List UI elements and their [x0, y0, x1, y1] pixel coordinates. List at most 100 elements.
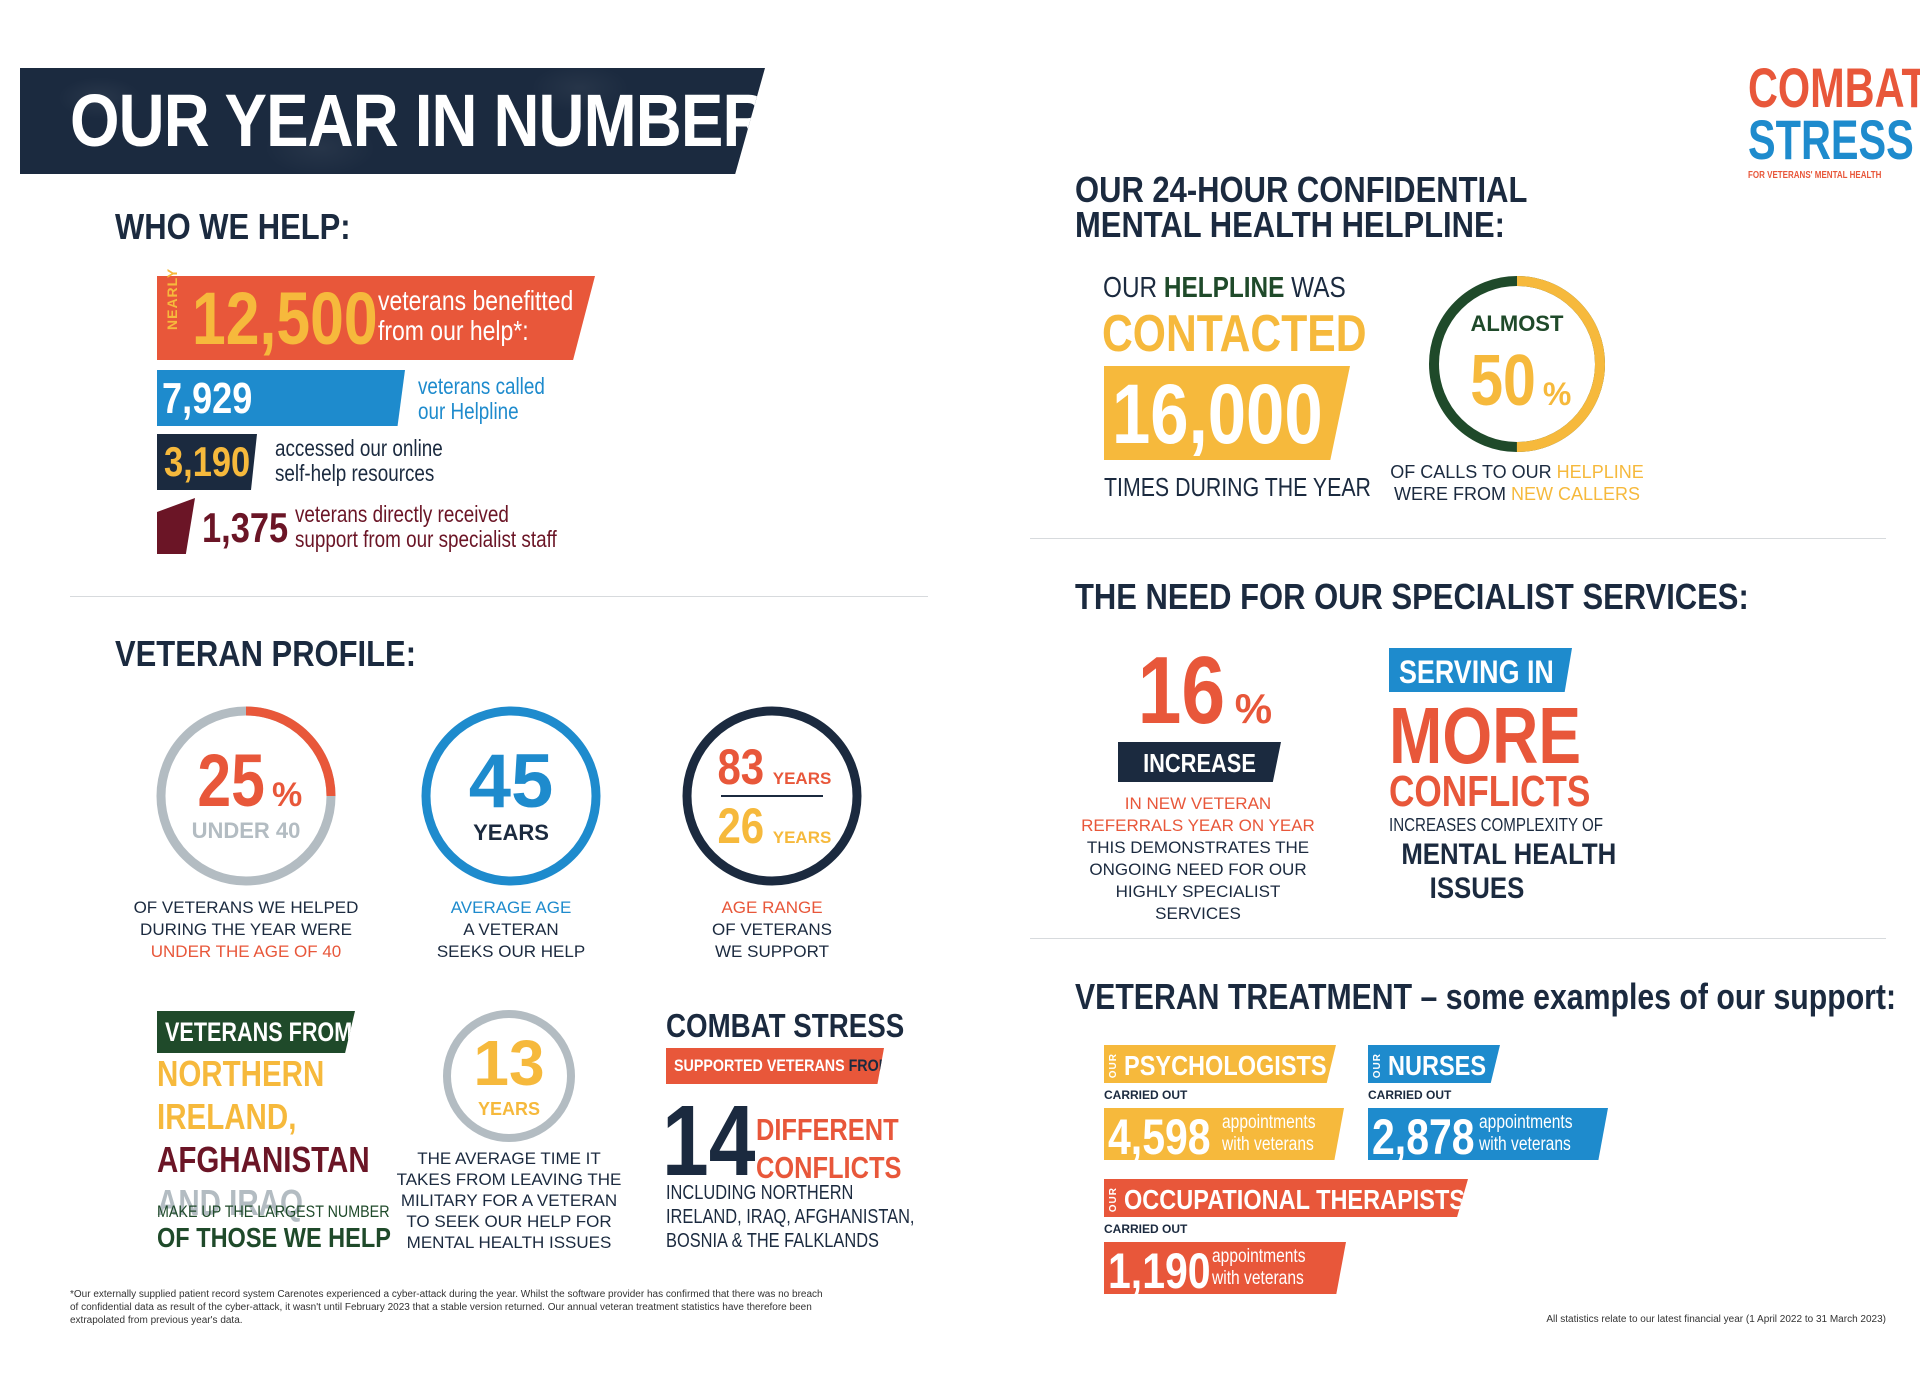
nurse-label: NURSES — [1388, 1050, 1487, 1081]
average-age-caption-3: SEEKS OUR HELP — [436, 942, 586, 961]
total-bar — [157, 276, 595, 360]
ot-our: OUR — [1108, 1187, 1119, 1213]
nurse-block: 2,878 appointments with veterans — [1368, 1108, 1608, 1160]
need-cap-1: IN NEW VETERAN — [1124, 794, 1272, 813]
helpline-heading-1: OUR 24-HOUR CONFIDENTIAL — [1075, 169, 1528, 210]
helpline-heading: OUR 24-HOUR CONFIDENTIAL MENTAL HEALTH H… — [1075, 169, 1601, 243]
need-pct-number: 16 — [1137, 637, 1226, 744]
called-bar — [157, 370, 405, 426]
age-range-caption-2: OF VETERANS — [712, 920, 832, 939]
more-conflicts: CONFLICTS — [1389, 767, 1591, 816]
nurse-carried: CARRIED OUT — [1368, 1088, 1452, 1102]
veterans-from-list: NORTHERN IRELAND, AFGHANISTAN AND IRAQ — [157, 1056, 416, 1228]
cs-tag: SUPPORTED VETERANS FROM — [666, 1048, 884, 1084]
under40-label: UNDER 40 — [191, 818, 301, 843]
total-text-line2: from our help*: — [378, 315, 529, 346]
under40-sign: % — [272, 776, 303, 814]
psych-block: 4,598 appointments with veterans — [1104, 1108, 1344, 1160]
psych-label: PSYCHOLOGISTS — [1124, 1050, 1327, 1081]
psych-appt-1: appointments — [1222, 1112, 1316, 1133]
increase-text: INCREASE — [1143, 748, 1256, 778]
calls-1b: HELPLINE — [1556, 462, 1644, 482]
footnote-line1: *Our externally supplied patient record … — [70, 1289, 823, 1300]
treatment-heading-bold: VETERAN TREATMENT — [1075, 976, 1413, 1017]
treatment-heading: VETERAN TREATMENT – some examples of our… — [1075, 976, 1896, 1018]
average-age-ring — [421, 706, 601, 886]
total-text: veterans benefitted from our help*: — [378, 286, 616, 346]
treatment-heading-rest: – some examples of our support: — [1420, 976, 1897, 1017]
stats-note: All statistics relate to our latest fina… — [1546, 1314, 1886, 1325]
mh-line2: ISSUES — [1429, 872, 1525, 905]
under40-value: 25% — [155, 738, 337, 823]
veterans-from-tag: VETERANS FROM — [157, 1011, 355, 1053]
online-bar — [157, 434, 257, 490]
helpline-contacted: CONTACTED — [1102, 305, 1367, 363]
ot-carried: CARRIED OUT — [1104, 1222, 1188, 1236]
called-text-line2: our Helpline — [418, 398, 519, 424]
called-number: 7,929 — [162, 374, 253, 423]
nurse-number: 2,878 — [1372, 1109, 1475, 1165]
need-cap-5: HIGHLY SPECIALIST SERVICES — [1115, 882, 1281, 923]
direct-number: 1,375 — [202, 504, 289, 551]
helpline-word: HELPLINE — [1163, 272, 1285, 304]
need-cap-4: ONGOING NEED FOR OUR — [1089, 860, 1307, 879]
average-age-caption: AVERAGE AGE A VETERAN SEEKS OUR HELP — [391, 897, 631, 963]
new-callers-sign: % — [1542, 376, 1572, 412]
from-afghanistan: AFGHANISTAN — [157, 1139, 370, 1180]
seek-caption-1: THE AVERAGE TIME IT — [417, 1149, 601, 1168]
psych-carried: CARRIED OUT — [1104, 1088, 1188, 1102]
nurse-appt-1: appointments — [1479, 1112, 1573, 1133]
calls-2b: NEW CALLERS — [1510, 484, 1641, 504]
new-callers-number: 50 — [1469, 341, 1536, 421]
nurse-our: OUR — [1372, 1053, 1383, 1079]
under40-number: 25 — [197, 739, 265, 822]
years-to-seek-unit: YEARS — [477, 1099, 540, 1119]
direct-text-line1: veterans directly received — [295, 501, 509, 527]
conflicts-line2: CONFLICTS — [756, 1150, 902, 1185]
ot-number: 1,190 — [1108, 1243, 1211, 1299]
cs-title: COMBAT STRESS — [666, 1007, 905, 1044]
serving-tag: SERVING IN — [1389, 648, 1572, 692]
age-range-min-unit: YEARS — [772, 828, 832, 847]
veterans-from-tag-text: VETERANS FROM — [165, 1017, 353, 1047]
age-range-caption: AGE RANGE OF VETERANS WE SUPPORT — [652, 897, 892, 963]
online-text-line2: self-help resources — [275, 460, 435, 486]
age-range-max: 83 YEARS — [681, 738, 863, 796]
nearly-label: NEARLY — [164, 267, 180, 330]
seek-caption-4: TO SEEK OUR HELP FOR — [406, 1212, 612, 1231]
veteran-profile-heading: VETERAN PROFILE: — [115, 633, 417, 674]
ot-tag: OUR OCCUPATIONAL THERAPISTS — [1104, 1179, 1468, 1217]
age-range-max-number: 83 — [717, 739, 764, 795]
almost-label: ALMOST — [1470, 311, 1564, 336]
nurse-tag: OUR NURSES — [1368, 1045, 1500, 1083]
age-range-max-unit: YEARS — [772, 769, 832, 788]
seek-caption-2: TAKES FROM LEAVING THE — [396, 1170, 622, 1189]
age-range-caption-1: AGE RANGE — [721, 898, 823, 917]
called-text: veterans called our Helpline — [418, 374, 573, 424]
new-callers-arc — [1429, 276, 1605, 452]
need-cap-3: THIS DEMONSTRATES THE — [1086, 838, 1310, 857]
cs-tag-b: FROM — [848, 1056, 891, 1075]
new-callers-caption: OF CALLS TO OUR HELPLINE WERE FROM NEW C… — [1387, 461, 1647, 505]
page-title: OUR YEAR IN NUMBERS — [70, 79, 810, 162]
logo-line1: COMBAT — [1748, 56, 1920, 119]
including-3: BOSNIA & THE FALKLANDS — [666, 1230, 879, 1252]
helpline-number: 16,000 — [1112, 367, 1323, 461]
from-iraq: AND IRAQ — [157, 1182, 303, 1223]
years-to-seek-ring — [443, 1010, 575, 1142]
need-caption: IN NEW VETERAN REFERRALS YEAR ON YEAR TH… — [1078, 793, 1318, 925]
age-range-ring — [682, 706, 862, 886]
more-word: MORE — [1389, 691, 1581, 780]
under40-caption-1: OF VETERANS WE HELPED — [133, 898, 359, 917]
combat-stress-logo: COMBAT STRESS FOR VETERANS' MENTAL HEALT… — [1748, 56, 1920, 182]
helpline-times: TIMES DURING THE YEAR — [1104, 472, 1371, 502]
conflicts-including: INCLUDING NORTHERN IRELAND, IRAQ, AFGHAN… — [666, 1181, 969, 1253]
new-callers-ring — [1429, 276, 1605, 452]
seek-caption-5: MENTAL HEALTH ISSUES — [406, 1233, 612, 1252]
years-to-seek-number: 13 — [473, 1027, 545, 1099]
online-number: 3,190 — [164, 438, 251, 485]
psych-our: OUR — [1108, 1053, 1119, 1079]
calls-2a: WERE FROM — [1393, 484, 1506, 504]
helpline-was-word: WAS — [1291, 272, 1346, 304]
need-cap-2: REFERRALS YEAR ON YEAR — [1081, 816, 1315, 835]
